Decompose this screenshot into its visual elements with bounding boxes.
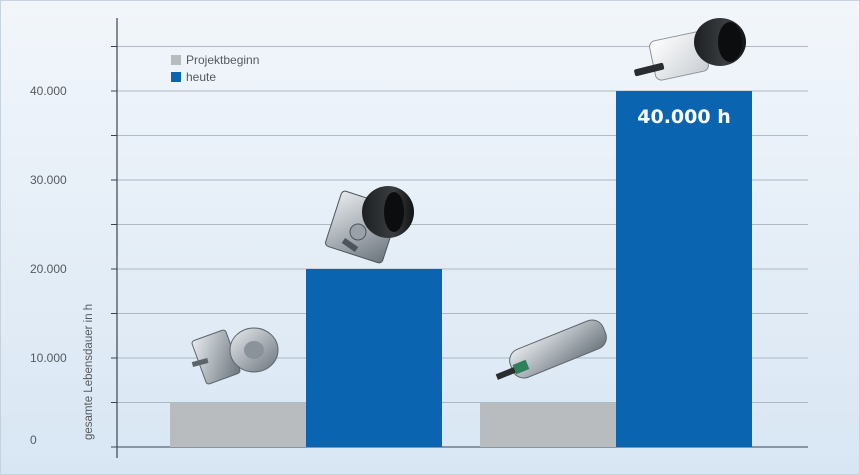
legend-swatch-projektbeginn — [171, 55, 181, 65]
dc-motor-icon — [191, 327, 279, 385]
y-tick-label: 0 — [30, 433, 37, 447]
y-tick-labels: 0 10.000 20.000 30.000 40.000 — [30, 84, 67, 447]
bars — [170, 91, 752, 447]
gear-motor-icon — [325, 186, 414, 264]
bar-heute-2 — [616, 91, 752, 447]
bar-projektbeginn-2 — [480, 402, 616, 447]
y-tick-label: 30.000 — [30, 173, 67, 187]
y-tick-label: 10.000 — [30, 351, 67, 365]
y-axis-title: gesamte Lebensdauer in h — [83, 304, 95, 440]
legend-swatch-heute — [171, 72, 181, 82]
legend: Projektbeginn heute — [171, 53, 259, 84]
data-labels: 40.000 h — [637, 106, 730, 128]
bar-heute-1 — [306, 269, 442, 447]
y-tick-label: 40.000 — [30, 84, 67, 98]
bar-projektbeginn-1 — [170, 402, 306, 447]
legend-label-projektbeginn: Projektbeginn — [186, 53, 259, 67]
y-tick-label: 20.000 — [30, 262, 67, 276]
cylindrical-motor-icon — [495, 319, 607, 380]
y-axis — [111, 18, 118, 458]
data-label: 40.000 h — [637, 106, 730, 128]
legend-label-heute: heute — [186, 70, 216, 84]
white-gear-motor-icon — [634, 18, 746, 81]
